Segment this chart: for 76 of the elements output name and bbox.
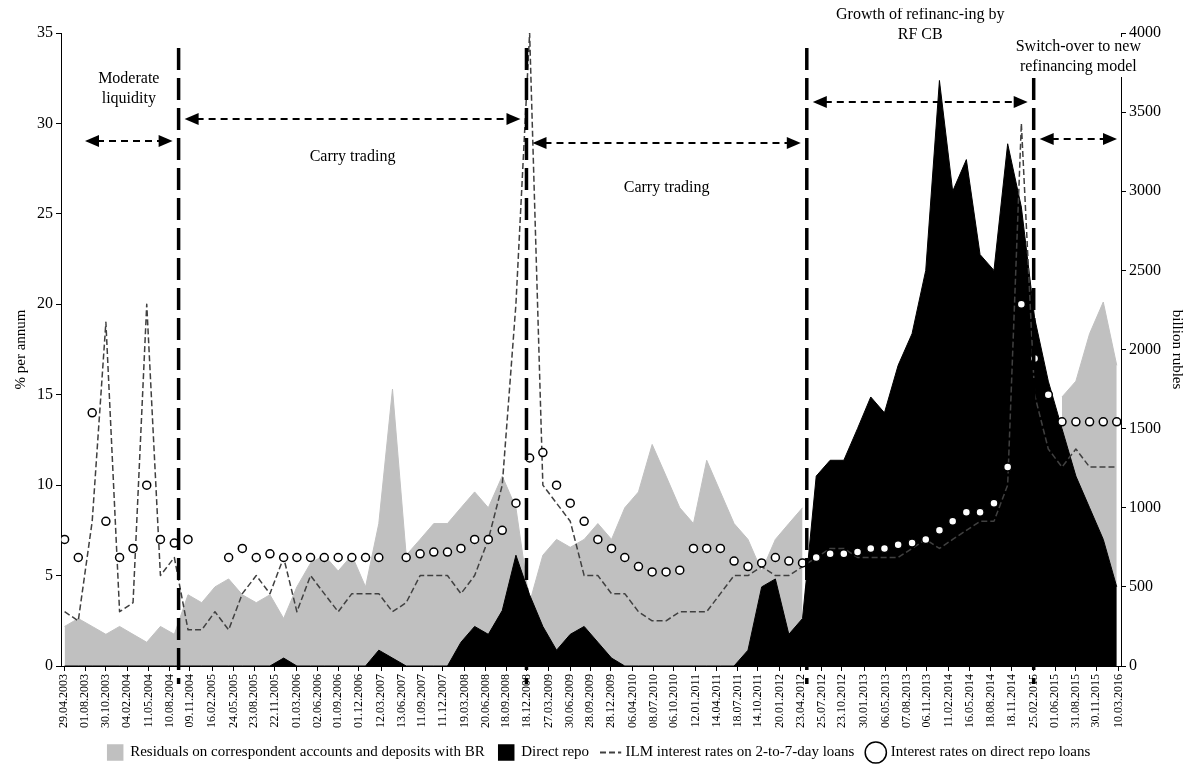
x-tick-label: 27.03.2009 [540,674,555,728]
x-tick-label: 11.12.2007 [434,674,449,728]
x-tick-label: 28.12.2009 [602,674,617,728]
y-tick-label: 10 [37,475,53,493]
x-tick-label: 24.05.2005 [225,674,240,728]
x-tick-label: 25.07.2012 [813,674,828,728]
x-tick-label: 02.06.2006 [309,674,324,728]
x-tick-label: 06.11.2013 [919,674,934,728]
x-tick-label: 20.01.2012 [771,674,786,728]
x-tick-label: 23.04.2012 [792,674,807,728]
x-tick-label: 01.09.2006 [330,674,345,728]
x-tick-label: 06.10.2010 [666,674,681,728]
x-tick-label: 10.03.2016 [1110,674,1125,728]
x-tick-label: 14.10.2011 [749,674,764,728]
annotation: Carry trading [309,147,396,166]
x-tick-label: 06.05.2013 [877,674,892,728]
x-tick-label: 01.08.2003 [77,674,92,728]
y-tick-label: 30 [37,113,53,131]
x-tick-label: 28.09.2009 [582,674,597,728]
x-tick-label: 22.11.2005 [266,674,281,728]
x-tick-label: 18.07.2011 [730,674,745,728]
x-tick-label: 30.01.2013 [856,674,871,728]
x-tick-label: 16.05.2014 [961,674,976,728]
x-tick-label: 11.09.2007 [414,674,429,728]
x-tick-label: 18.11.2014 [1003,674,1018,728]
x-tick-label: 09.11.2004 [181,674,196,728]
legend-label: Interest rates on direct repo loans [890,743,1091,760]
annotation: Growth of refinanc-ing by RF CB [836,5,1005,43]
legend-label: ILM interest rates on 2-to-7-day loans [625,743,855,760]
y-tick-label: 20 [37,294,53,312]
x-tick-label: 30.11.2015 [1088,674,1103,728]
y2-tick-label: 1000 [1129,497,1161,515]
x-tick-label: 07.08.2013 [898,674,913,728]
x-tick-label: 23.10.2012 [833,674,848,728]
annotation: Switch-over to new refinancing model [1015,37,1142,76]
x-tick-label: 16.02.2005 [204,674,219,728]
x-tick-label: 31.08.2015 [1067,674,1082,728]
x-tick-label: 18.09.2008 [498,674,513,728]
x-tick-label: 20.06.2008 [478,674,493,728]
x-tick-label: 01.12.2006 [350,674,365,728]
x-tick-label: 29.04.2003 [56,674,71,728]
x-tick-label: 12.03.2007 [373,674,388,728]
legend-label: Direct repo [521,743,590,760]
x-tick-label: 13.06.2007 [394,674,409,728]
annotation: Carry trading [623,178,710,197]
x-tick-label: 18.08.2014 [982,674,997,728]
y-tick-label: 25 [37,204,53,222]
x-tick-label: 19.03.2008 [457,674,472,728]
y2-tick-label: 2500 [1129,260,1161,278]
x-tick-label: 14.04.2011 [708,674,723,728]
x-tick-label: 01.06.2015 [1047,674,1062,728]
y2-axis-title: billion rubles [1170,309,1187,390]
x-tick-label: 11.02.2014 [940,674,955,728]
y2-tick-label: 2000 [1129,339,1161,357]
y2-tick-label: 1500 [1129,418,1161,436]
y2-tick-label: 500 [1129,577,1153,595]
x-tick-label: 12.01.2011 [688,674,703,728]
y2-tick-label: 3500 [1129,102,1161,120]
y-tick-label: 5 [45,565,53,583]
x-tick-label: 01.03.2006 [289,674,304,728]
legend-label: Residuals on correspondent accounts and deposits with BR [130,743,485,760]
y2-tick-label: 0 [1129,656,1137,674]
x-tick-label: 10.08.2004 [161,674,176,728]
annotation: Moderate liquidity [98,69,160,108]
x-tick-label: 11.05.2004 [141,674,156,728]
x-tick-label: 30.10.2003 [97,674,112,728]
y-axis-title: % per annum [11,309,28,390]
y-tick-label: 0 [45,656,53,674]
y2-tick-label: 3000 [1129,181,1161,199]
x-tick-label: 04.02.2004 [119,674,134,728]
x-tick-label: 30.06.2009 [562,674,577,728]
x-tick-label: 06.04.2010 [625,674,640,728]
x-tick-label: 23.08.2005 [246,674,261,728]
x-tick-label: 08.07.2010 [645,674,660,728]
y-tick-label: 15 [37,384,53,402]
y-tick-label: 35 [37,23,53,41]
